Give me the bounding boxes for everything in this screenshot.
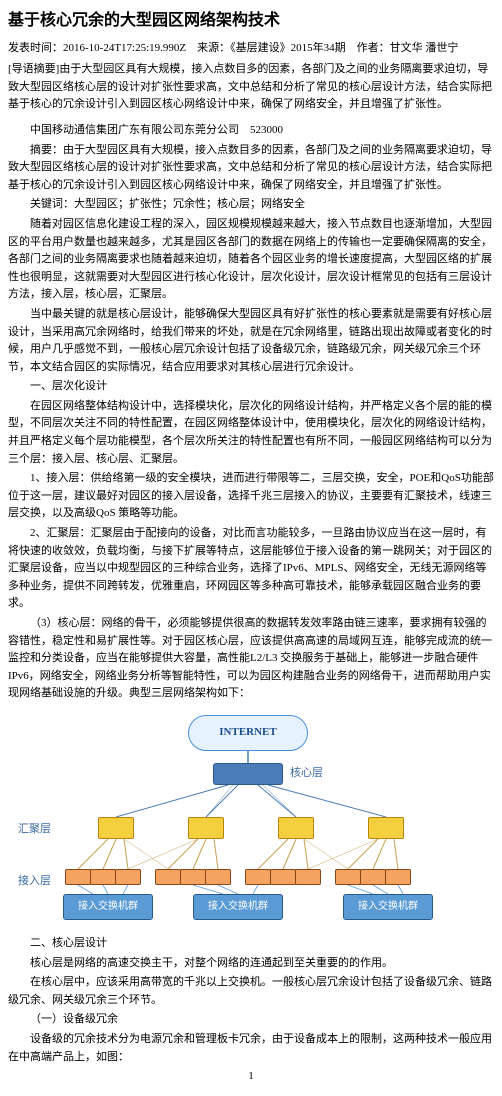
page-title: 基于核心冗余的大型园区网络架构技术 [8,8,494,34]
access-switch-icon [65,869,91,885]
core-switch-icon [213,763,283,785]
abstract-text: 由于大型园区具有大规模，接入点数目多的因素，各部门及之间的业务隔离要求迫切，导致… [8,63,492,110]
access-switch-icon [115,869,141,885]
section-2-title: 二、核心层设计 [8,935,494,953]
access-switch-icon [295,869,321,885]
para-6: （3）核心层：网络的骨干，必须能够提供很高的数据转发效率路由链三速率，要求拥有较… [8,615,494,703]
para-4: 1、接入层：供给络第一级的安全模块，进而进行带限等二，三层交换，安全，POE和Q… [8,470,494,523]
para-5: 2、汇聚层：汇聚层由于配接向的设备，对比而言功能较多，一旦路由协议应当在这一层时… [8,525,494,613]
meta-line: 发表时间：2016-10-24T17:25:19.990Z 来源：《基层建设》2… [8,40,494,58]
access-switch-icon [385,869,411,885]
access-switch-group: 接入交换机群 [63,894,153,920]
para-3: 在园区网络整体结构设计中，选择模块化，层次化的网络设计结构，并严格定义各个层的能… [8,398,494,468]
page-break: 1 [8,1068,494,1086]
para-9: 设备级的冗余技术分为电源冗余和管理板卡冗余，由于设备成本上的限制，这两种技术一般… [8,1031,494,1066]
agg-switch-icon [188,817,224,839]
sub-1: （一）设备级冗余 [8,1011,494,1029]
access-switch-icon [155,869,181,885]
affiliation: 中国移动通信集团广东有限公司东莞分公司 523000 [8,122,494,140]
access-switch-icon [245,869,271,885]
para-8: 在核心层中，应该采用高带宽的千兆以上交换机。一般核心层冗余设计包括了设备级冗余、… [8,974,494,1009]
keywords: 关键词：大型园区；扩张性；冗余性；核心层；网络安全 [8,196,494,214]
access-switch-group: 接入交换机群 [343,894,433,920]
agg-switch-icon [278,817,314,839]
abstract-label: [导语摘要] [8,63,59,75]
section-1-title: 一、层次化设计 [8,378,494,396]
access-switch-group: 接入交换机群 [193,894,283,920]
abstract-block: [导语摘要]由于大型园区具有大规模，接入点数目多的因素，各部门及之间的业务隔离要… [8,61,494,114]
access-switch-icon [360,869,386,885]
para-intro-1: 随着对园区信息化建设工程的深入，园区规模规模越来越大，接入节点数目也逐渐增加，大… [8,216,494,304]
network-diagram: INTERNET 核心层 汇聚层 接入层 接入交换机群 接入交换机群 接入交换机… [8,709,494,929]
para-7: 核心层是网络的高速交换主干，对整个网络的连通起到至关重要的的作用。 [8,955,494,973]
agg-switch-icon [98,817,134,839]
access-switch-icon [335,869,361,885]
access-switch-icon [270,869,296,885]
agg-layer-label: 汇聚层 [18,821,51,839]
core-layer-label: 核心层 [290,765,323,783]
internet-cloud: INTERNET [188,715,308,751]
abstract2: 摘要：由于大型园区具有大规模，接入点数目多的因素，各部门及之间的业务隔离要求迫切… [8,142,494,195]
access-layer-label: 接入层 [18,873,51,891]
access-switch-icon [180,869,206,885]
access-switch-icon [205,869,231,885]
agg-switch-icon [368,817,404,839]
para-intro-2: 当中最关键的就是核心层设计，能够确保大型园区具有好扩张性的核心要素就是需要有好核… [8,306,494,376]
access-switch-icon [90,869,116,885]
